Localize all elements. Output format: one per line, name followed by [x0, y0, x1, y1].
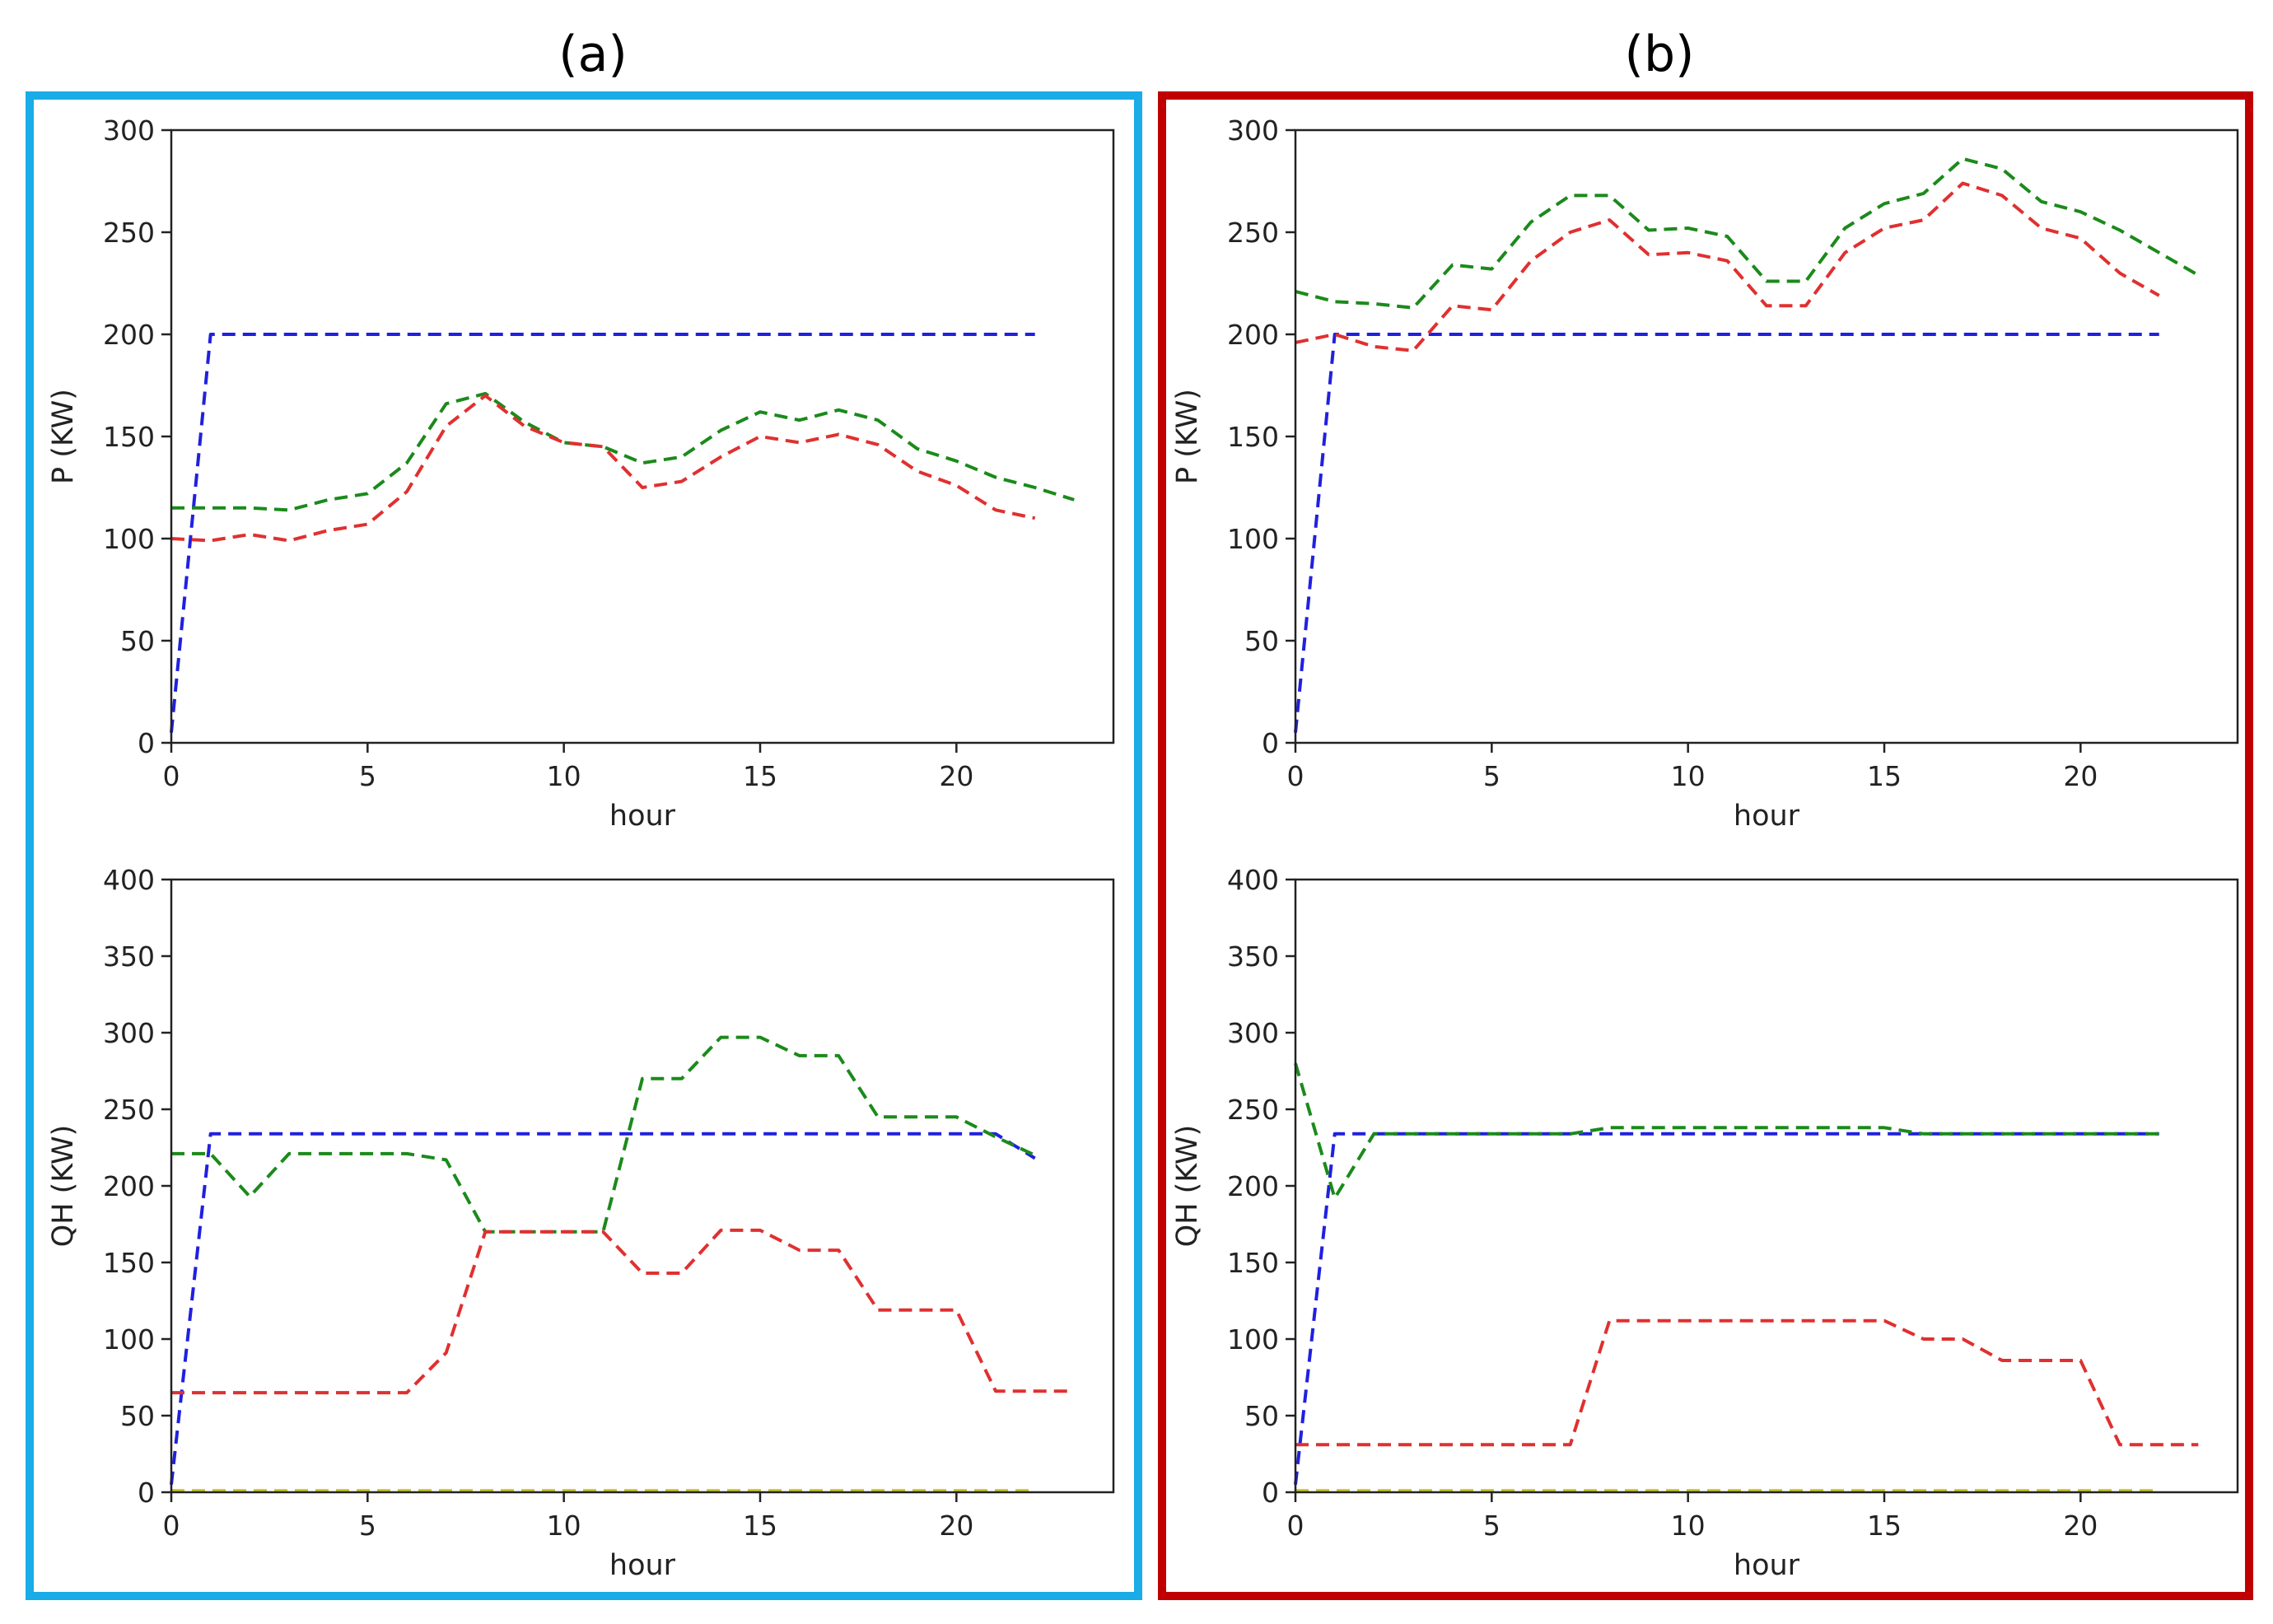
- x-tick-label: 10: [547, 1510, 581, 1542]
- y-tick-label: 0: [138, 727, 155, 759]
- x-axis-label: hour: [609, 1549, 676, 1582]
- series-line-blue: [170, 1132, 1036, 1485]
- y-tick-label: 50: [1244, 625, 1279, 657]
- y-tick-label: 200: [1227, 1170, 1279, 1202]
- y-tick-label: 50: [120, 625, 155, 657]
- panel-border-1: [1158, 91, 2253, 1600]
- series-line-blue: [1294, 333, 2159, 733]
- y-tick-label: 200: [103, 319, 155, 351]
- series-line-blue: [1294, 1132, 2159, 1485]
- x-tick-label: 20: [939, 760, 973, 792]
- y-tick-label: 400: [1227, 864, 1279, 896]
- panels-layer: (a) (b): [26, 26, 2253, 1600]
- y-tick-label: 100: [103, 1323, 155, 1356]
- y-axis-label: QH (KW): [47, 1125, 80, 1248]
- x-tick-label: 5: [1483, 1510, 1501, 1542]
- y-tick-label: 100: [1227, 523, 1279, 555]
- x-tick-label: 15: [743, 760, 777, 792]
- x-tick-label: 5: [359, 760, 376, 792]
- x-tick-label: 10: [547, 760, 581, 792]
- y-tick-label: 150: [1227, 421, 1279, 453]
- y-tick-label: 0: [138, 1477, 155, 1509]
- panel-label-1: (b): [1625, 26, 1695, 83]
- panel-border-0: [26, 91, 1142, 1600]
- y-tick-label: 100: [103, 523, 155, 555]
- x-tick-label: 5: [1483, 760, 1501, 792]
- y-tick-label: 250: [1227, 1094, 1279, 1126]
- x-tick-label: 15: [1867, 1510, 1902, 1542]
- y-tick-label: 250: [1227, 217, 1279, 249]
- y-tick-label: 300: [1227, 114, 1279, 147]
- x-tick-label: 0: [163, 1510, 180, 1542]
- y-axis-label: QH (KW): [1171, 1125, 1204, 1248]
- x-axis-label: hour: [609, 800, 676, 833]
- series-line-red: [171, 1228, 1075, 1395]
- series-line-green: [1295, 156, 2200, 310]
- x-tick-label: 15: [743, 1510, 777, 1542]
- x-axis-label: hour: [1734, 800, 1800, 833]
- series-line-red: [1295, 1318, 2199, 1447]
- series-line-red: [1295, 181, 2160, 352]
- y-tick-label: 200: [103, 1170, 155, 1202]
- y-tick-label: 150: [103, 1247, 155, 1279]
- y-tick-label: 300: [103, 114, 155, 147]
- y-axis-label: P (KW): [47, 389, 80, 484]
- x-tick-label: 20: [2063, 760, 2098, 792]
- y-tick-label: 0: [1262, 727, 1279, 759]
- x-tick-label: 15: [1867, 760, 1902, 792]
- series-line-red: [170, 394, 1036, 543]
- y-tick-label: 200: [1227, 319, 1279, 351]
- y-tick-label: 350: [1227, 940, 1279, 973]
- y-tick-label: 300: [103, 1017, 155, 1049]
- y-tick-label: 0: [1262, 1477, 1279, 1509]
- series-line-green: [171, 1035, 1036, 1234]
- x-tick-label: 0: [163, 760, 180, 792]
- x-tick-label: 20: [2063, 1510, 2098, 1542]
- y-axis-label: P (KW): [1171, 389, 1204, 484]
- x-tick-label: 0: [1287, 1510, 1305, 1542]
- x-tick-label: 0: [1287, 760, 1305, 792]
- y-tick-label: 150: [103, 421, 155, 453]
- panel-label-0: (a): [558, 26, 628, 83]
- x-axis-label: hour: [1734, 1549, 1800, 1582]
- y-tick-label: 250: [103, 1094, 155, 1126]
- x-tick-label: 10: [1671, 760, 1706, 792]
- series-line-blue: [170, 333, 1035, 733]
- y-tick-label: 150: [1227, 1247, 1279, 1279]
- y-tick-label: 350: [103, 940, 155, 973]
- y-tick-label: 400: [103, 864, 155, 896]
- y-tick-label: 100: [1227, 1323, 1279, 1356]
- x-tick-label: 5: [359, 1510, 376, 1542]
- y-tick-label: 50: [1244, 1400, 1279, 1432]
- y-tick-label: 50: [120, 1400, 155, 1432]
- x-tick-label: 20: [939, 1510, 973, 1542]
- y-tick-label: 250: [103, 217, 155, 249]
- series-line-green: [171, 391, 1075, 512]
- y-tick-label: 300: [1227, 1017, 1279, 1049]
- x-tick-label: 10: [1671, 1510, 1706, 1542]
